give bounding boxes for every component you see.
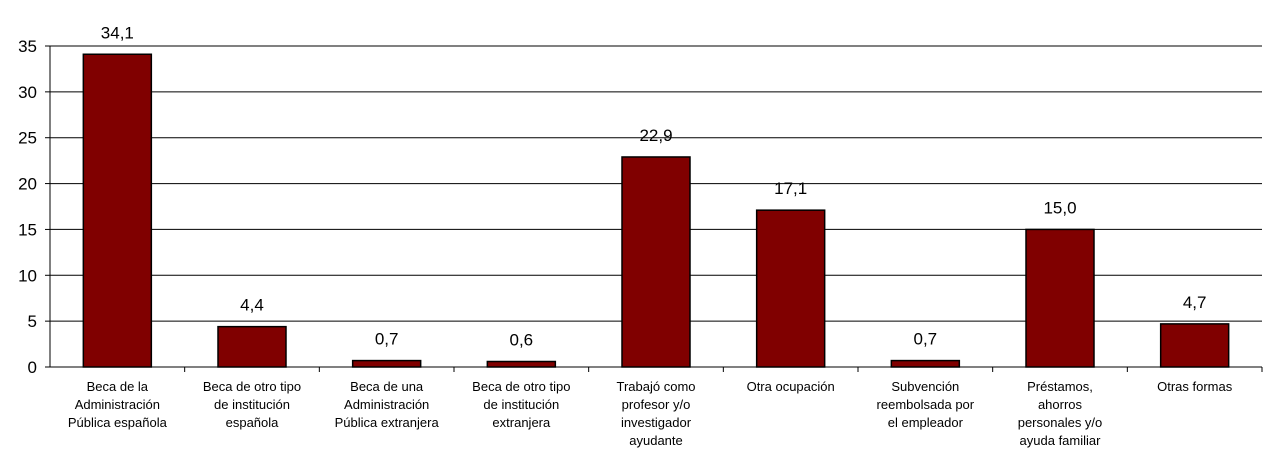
data-labels: 34,1 4,4 0,7 0,6 22,9 17,1 0,7 15,0 4,7: [101, 23, 1207, 349]
bar-3: [351, 359, 422, 368]
y-tick-label: 5: [28, 312, 37, 331]
data-label-2: 4,4: [240, 296, 264, 315]
y-tick-label: 15: [18, 220, 37, 239]
category-label-line: Otras formas: [1157, 379, 1233, 394]
category-label-6: Otra ocupación: [747, 379, 835, 394]
category-label-line: Administración: [344, 397, 429, 412]
category-label-line: el empleador: [888, 415, 964, 430]
category-label-5: Trabajó como profesor y/o investigador ayud…: [617, 379, 696, 448]
category-label-1: Beca de la Administración Pública española: [68, 379, 168, 430]
data-label-7: 0,7: [914, 330, 938, 349]
bar-6: [755, 209, 826, 368]
bar-5: [621, 156, 691, 368]
category-label-line: Otra ocupación: [747, 379, 835, 394]
category-label-line: de institución: [214, 397, 290, 412]
bar-4: [486, 360, 557, 368]
category-label-line: Pública española: [68, 415, 168, 430]
category-label-line: Pública extranjera: [335, 415, 440, 430]
data-label-1: 34,1: [101, 23, 134, 42]
category-label-line: Administración: [75, 397, 160, 412]
data-label-8: 15,0: [1043, 198, 1076, 217]
category-label-line: Subvención: [891, 379, 959, 394]
category-label-line: española: [226, 415, 280, 430]
category-label-line: reembolsada por: [877, 397, 975, 412]
data-label-4: 0,6: [510, 330, 534, 349]
category-label-line: ahorros: [1038, 397, 1083, 412]
data-label-3: 0,7: [375, 330, 399, 349]
category-label-line: extranjera: [492, 415, 551, 430]
category-label-line: investigador: [621, 415, 692, 430]
category-label-line: Beca de otro tipo: [203, 379, 301, 394]
category-label-line: Beca de otro tipo: [472, 379, 570, 394]
category-label-line: Beca de una: [350, 379, 424, 394]
category-label-2: Beca de otro tipo de institución española: [203, 379, 301, 430]
data-label-5: 22,9: [639, 126, 672, 145]
category-label-8: Préstamos, ahorros personales y/o ayuda fam…: [1018, 379, 1103, 448]
y-tick-label: 10: [18, 266, 37, 285]
y-tick-label: 0: [28, 358, 37, 377]
y-tick-label: 30: [18, 83, 37, 102]
category-label-9: Otras formas: [1157, 379, 1233, 394]
y-tick-label: 20: [18, 175, 37, 194]
category-label-line: profesor y/o: [622, 397, 691, 412]
data-label-6: 17,1: [774, 179, 807, 198]
bar-8: [1025, 228, 1095, 368]
y-axis: 0 5 10 15 20 25 30 35: [18, 37, 51, 377]
category-label-line: de institución: [483, 397, 559, 412]
category-label-line: personales y/o: [1018, 415, 1103, 430]
category-label-line: ayudante: [629, 433, 683, 448]
data-label-9: 4,7: [1183, 293, 1207, 312]
x-axis-labels: Beca de la Administración Pública española…: [50, 366, 1263, 448]
bar-9: [1159, 323, 1230, 368]
category-label-line: Beca de la: [87, 379, 149, 394]
y-tick-label: 25: [18, 129, 37, 148]
bar-7: [890, 359, 961, 368]
category-label-line: Préstamos,: [1027, 379, 1093, 394]
category-label-line: Trabajó como: [617, 379, 696, 394]
category-label-3: Beca de una Administración Pública extranj…: [335, 379, 440, 430]
category-label-4: Beca de otro tipo de institución extranjer…: [472, 379, 570, 430]
category-label-7: Subvención reembolsada por el empleador: [877, 379, 975, 430]
category-label-line: ayuda familiar: [1020, 433, 1102, 448]
bar-1: [82, 53, 153, 368]
y-tick-label: 35: [18, 37, 37, 56]
bars: [82, 53, 1230, 368]
bar-2: [217, 325, 287, 368]
